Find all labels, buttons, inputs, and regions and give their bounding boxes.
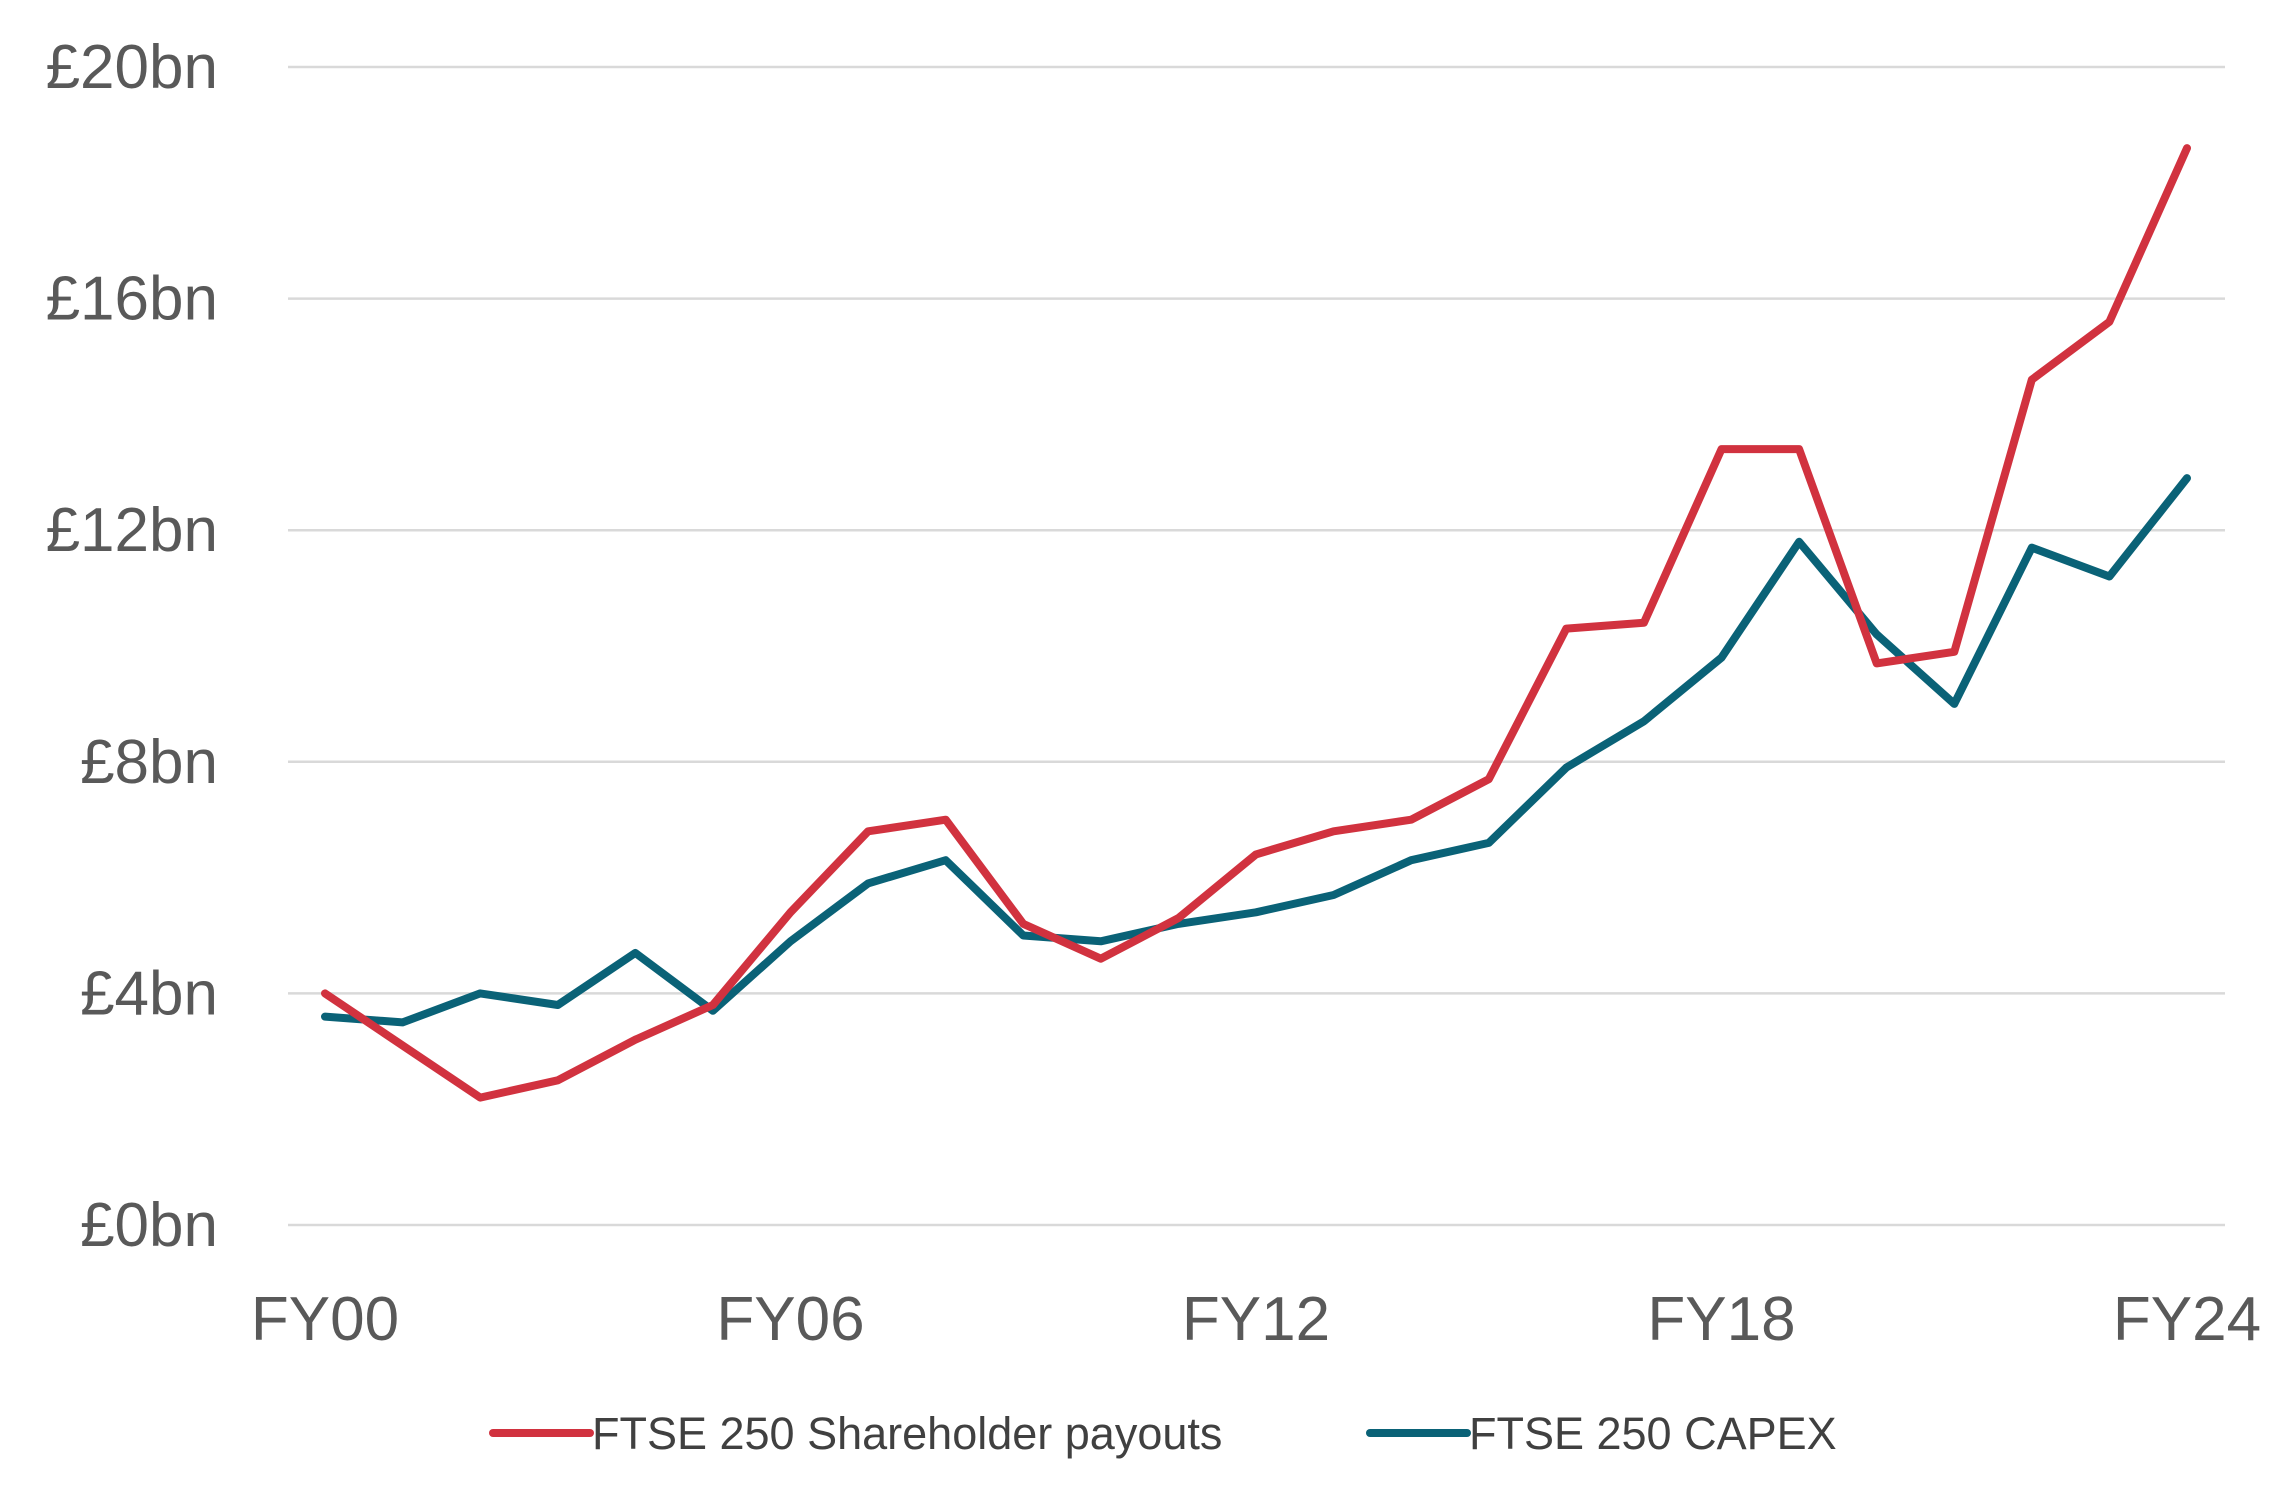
y-axis-tick-labels: £0bn £4bn £8bn £12bn £16bn £20bn: [46, 33, 218, 1260]
series-lines: [321, 144, 2191, 1102]
legend-label: FTSE 250 Shareholder payouts: [592, 1408, 1222, 1459]
y-tick-label: £4bn: [80, 959, 218, 1028]
y-tick-label: £8bn: [80, 728, 218, 797]
series-line-capex: [321, 474, 2191, 1027]
y-tick-label: £12bn: [46, 496, 218, 565]
x-tick-label: FY00: [251, 1285, 399, 1354]
legend-label: FTSE 250 CAPEX: [1469, 1408, 1837, 1459]
x-axis-tick-labels: FY00 FY06 FY12 FY18 FY24: [251, 1285, 2261, 1354]
x-tick-label: FY12: [1182, 1285, 1330, 1354]
y-tick-label: £20bn: [46, 33, 218, 102]
x-tick-label: FY24: [2113, 1285, 2261, 1354]
gridlines: [288, 65, 2225, 1227]
y-tick-label: £0bn: [80, 1191, 218, 1260]
x-tick-label: FY18: [1647, 1285, 1795, 1354]
y-tick-label: £16bn: [46, 265, 218, 334]
legend: FTSE 250 Shareholder payouts FTSE 250 CAP…: [489, 1408, 1837, 1459]
x-tick-label: FY06: [716, 1285, 864, 1354]
series-line-shareholder-payouts: [321, 144, 2191, 1102]
